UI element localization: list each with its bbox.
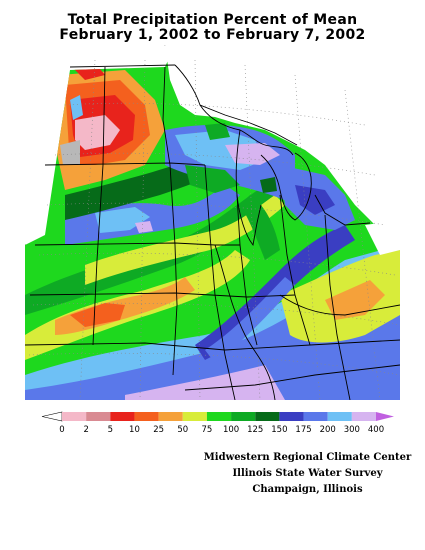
legend-over-arrow [376, 412, 394, 421]
map-title-line1: Total Precipitation Percent of Mean [67, 12, 358, 28]
legend-swatch [231, 412, 256, 421]
legend-tick-label: 400 [368, 425, 384, 435]
legend-tick-label: 300 [344, 425, 360, 435]
legend-swatch [134, 412, 159, 421]
legend-swatch [279, 412, 304, 421]
legend-tick-label: 25 [153, 425, 164, 435]
legend-tick-label: 125 [247, 425, 263, 435]
legend-tick-label: 50 [177, 425, 188, 435]
legend-swatch [86, 412, 111, 421]
credit-line3: Champaign, Illinois [252, 484, 363, 495]
credit-line1: Midwestern Regional Climate Center [203, 452, 412, 463]
map-title-line2: February 1, 2002 to February 7, 2002 [59, 27, 366, 43]
precipitation-map [25, 45, 400, 400]
legend-swatch [158, 412, 183, 421]
legend-under-arrow [41, 411, 63, 422]
legend-swatch [62, 412, 87, 421]
legend-swatch [255, 412, 280, 421]
legend-tick-label: 10 [129, 425, 140, 435]
color-legend: 0 2 5 10 25 50 75 100 125 150 175 200 300 400 [41, 411, 394, 435]
legend-tick-label: 150 [271, 425, 287, 435]
credit-line2: Illinois State Water Survey [232, 468, 383, 479]
legend-tick-label: 175 [295, 425, 311, 435]
legend-swatch [351, 412, 376, 421]
legend-tick-label: 100 [223, 425, 239, 435]
legend-tick-label: 2 [83, 425, 88, 435]
state-boundaries [25, 64, 400, 400]
legend-swatch [206, 412, 232, 421]
legend-swatch [110, 412, 135, 421]
legend-tick-label: 5 [108, 425, 113, 435]
legend-swatch [327, 412, 352, 421]
legend-swatch [303, 412, 328, 421]
legend-swatch [182, 412, 207, 421]
legend-tick-label: 200 [320, 425, 336, 435]
legend-tick-label: 75 [202, 425, 213, 435]
legend-tick-label: 0 [59, 425, 64, 435]
